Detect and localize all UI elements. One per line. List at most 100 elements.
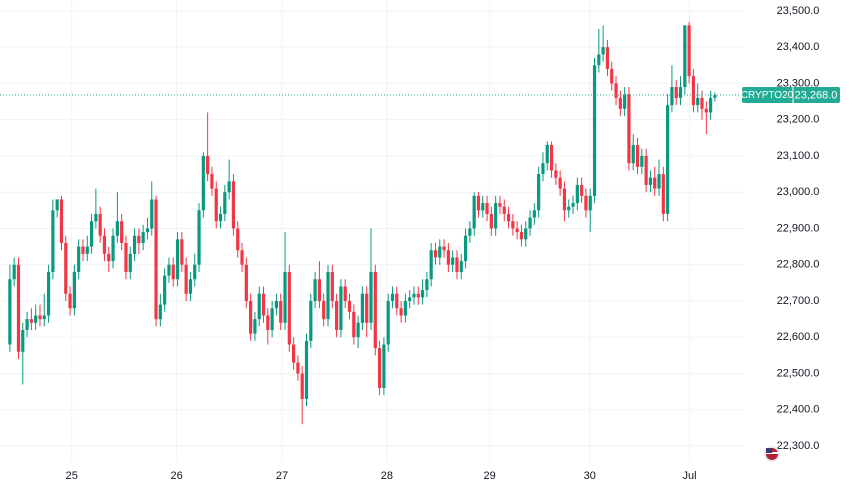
candle-body xyxy=(296,362,300,374)
price-tag-name: CRYPTO20 xyxy=(741,90,794,101)
candle-body xyxy=(674,87,678,98)
candle-body xyxy=(102,235,107,254)
candle-body xyxy=(420,290,425,298)
candle-body xyxy=(180,239,184,265)
y-tick-label: 23,100.0 xyxy=(777,150,820,162)
candle-body xyxy=(618,97,622,109)
candle-body xyxy=(429,250,433,280)
candle-body xyxy=(524,228,528,240)
x-tick-label: 26 xyxy=(171,470,183,482)
flag-icon[interactable] xyxy=(764,446,780,462)
candle-body xyxy=(442,246,446,251)
candle-body xyxy=(580,184,584,196)
candle-body xyxy=(627,94,631,164)
candle-body xyxy=(515,228,519,233)
price-tag xyxy=(742,87,840,104)
candle-body xyxy=(171,264,175,280)
candle-body xyxy=(25,319,29,330)
candle-body xyxy=(498,203,502,207)
candle-body xyxy=(683,25,687,88)
candle-body xyxy=(433,250,438,258)
candle-body xyxy=(416,293,420,298)
candle-body xyxy=(85,246,89,254)
candle-body xyxy=(175,239,180,280)
candle-body xyxy=(223,192,227,214)
candle-body xyxy=(38,315,42,320)
candle-body xyxy=(558,177,562,189)
x-tick-label: 30 xyxy=(584,470,596,482)
candle-body xyxy=(300,373,304,399)
candle-body xyxy=(287,271,291,345)
candle-body xyxy=(236,228,240,251)
y-tick-label: 22,600.0 xyxy=(777,331,820,343)
candle-body xyxy=(124,242,128,272)
candle-body xyxy=(395,293,399,309)
candle-body xyxy=(184,264,188,294)
candle-body xyxy=(657,174,661,189)
candle-body xyxy=(309,300,313,341)
candle-body xyxy=(506,213,511,222)
candle-body xyxy=(16,264,21,352)
axis-labels: 22,300.0 22,400.0 22,500.0 22,600.0 22,700.0… xyxy=(66,5,840,482)
candle-body xyxy=(661,174,665,214)
candle-body xyxy=(292,344,296,363)
candle-body xyxy=(274,300,279,309)
y-tick-label: 23,300.0 xyxy=(777,77,820,89)
candle-body xyxy=(94,213,98,222)
candle-body xyxy=(257,293,261,320)
candle-body xyxy=(141,232,145,243)
candle-body xyxy=(128,253,132,272)
candle-body xyxy=(304,340,309,399)
candle-body xyxy=(511,221,515,229)
candle-body xyxy=(193,264,197,280)
candle-body xyxy=(335,300,339,330)
candle-body xyxy=(382,344,386,389)
candle-body xyxy=(562,188,567,211)
y-tick-label: 22,800.0 xyxy=(777,259,820,271)
candle-body xyxy=(253,319,257,334)
candle-body xyxy=(313,279,317,301)
candle-body xyxy=(115,221,119,236)
candle-body xyxy=(588,195,592,211)
flag-canton xyxy=(766,448,772,453)
candle-body xyxy=(373,271,377,349)
y-tick-label: 22,400.0 xyxy=(777,404,820,416)
candle-body xyxy=(137,235,141,243)
candle-body xyxy=(167,264,171,276)
candle-body xyxy=(154,199,158,320)
candle-body xyxy=(210,174,214,189)
candle-body xyxy=(554,170,558,178)
candle-body xyxy=(21,330,25,352)
candle-body xyxy=(386,300,390,345)
candle-body xyxy=(330,271,334,301)
candle-body xyxy=(592,65,597,196)
candle-body xyxy=(206,155,210,175)
candle-body xyxy=(163,275,167,305)
y-tick-label: 22,700.0 xyxy=(777,295,820,307)
candle-body xyxy=(369,271,373,323)
candle-body xyxy=(528,217,532,229)
candle-body xyxy=(691,76,696,106)
candle-body xyxy=(623,94,627,109)
candle-body xyxy=(455,257,459,272)
candle-body xyxy=(145,228,150,233)
candle-body xyxy=(188,279,193,294)
candle-body xyxy=(227,181,231,193)
candle-body xyxy=(519,232,524,240)
candle-body xyxy=(700,97,704,109)
candle-body xyxy=(150,199,154,229)
candle-body xyxy=(377,348,382,389)
candle-body xyxy=(408,297,412,301)
y-tick-label: 23,200.0 xyxy=(777,114,820,126)
candle-body xyxy=(489,213,493,229)
x-tick-label: 29 xyxy=(484,470,496,482)
candle-body xyxy=(266,315,270,330)
y-tick-label: 22,300.0 xyxy=(777,440,820,452)
candle-body xyxy=(631,145,635,164)
candle-body xyxy=(197,210,201,265)
y-tick-label: 22,900.0 xyxy=(777,222,820,234)
candle-body xyxy=(709,97,713,113)
candle-body xyxy=(494,203,498,229)
candle-body xyxy=(59,199,64,243)
